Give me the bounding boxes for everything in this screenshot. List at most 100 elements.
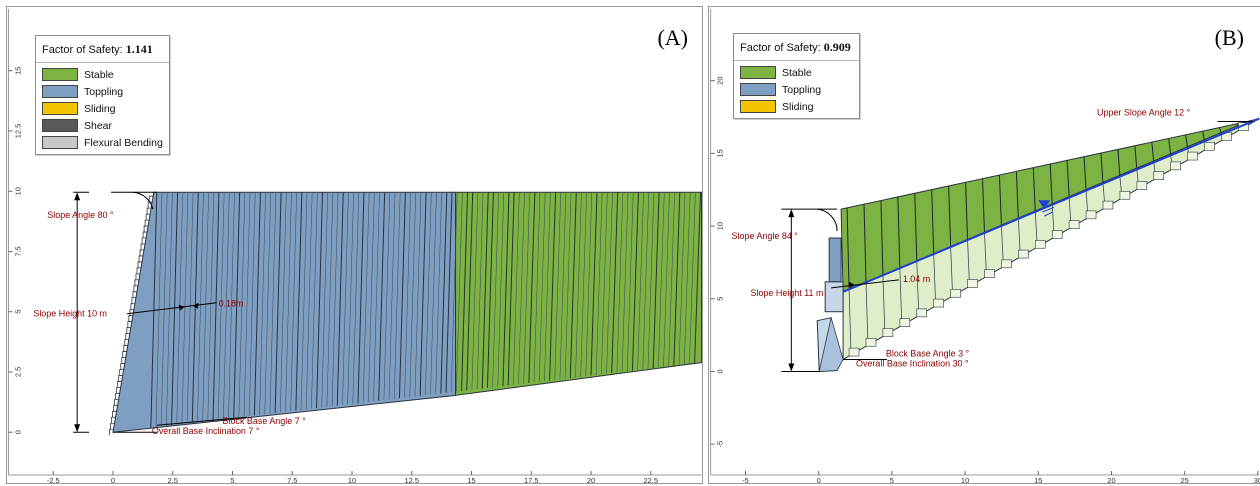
y-tick-label: 15 [13,67,22,75]
block-boundary [642,192,650,370]
legend-item-label: Sliding [782,100,814,113]
block-boundary [916,261,920,316]
block-boundary [637,192,644,371]
panel-label: (A) [657,25,688,50]
block-boundary [445,192,453,393]
x-tick-label: 10 [961,476,969,483]
x-tick-label: 5 [890,476,894,483]
block-boundary [357,192,365,404]
base-step [1018,249,1029,259]
block-boundary [388,192,396,400]
block-boundary [569,192,577,379]
toe-block [824,281,844,313]
water-table-mark [1044,211,1053,217]
block-boundary [1185,134,1189,149]
legend-item-sliding: Sliding [36,100,169,117]
slope-face-steps [109,195,154,436]
block-boundary [280,192,287,413]
face-step [124,339,129,346]
overall-base-label: Overall Base Inclination 30 ° [856,358,969,368]
overall-base-label: Overall Base Inclination 7 ° [152,426,260,436]
face-step [121,357,126,364]
panel-a-canvas: 0 2.5 5 7.5 10 12.5 15 -2.5 0 2.5 5 7.5 10 12.5 15 17.… [7,8,702,483]
block-boundary [269,192,277,414]
block-boundary [914,193,918,262]
block-boundary [528,192,536,383]
legend-item-sliding: Sliding [734,98,859,115]
face-step [115,392,120,400]
y-tick-label: 10 [13,187,22,195]
block-boundary [507,192,515,386]
block-boundary [544,192,551,382]
block-boundary [223,192,230,420]
block-boundary [486,192,494,388]
block-boundary [880,200,884,276]
face-step [112,410,117,418]
legend-item-label: Stable [84,68,114,81]
block-boundary [425,192,432,396]
face-step [146,207,152,215]
block-boundary [523,192,530,384]
legend-item-toppling: Toppling [36,83,169,100]
block-boundary [393,192,401,399]
face-step [147,201,153,209]
x-tick-label: 22.5 [643,476,658,483]
face-step [118,375,123,382]
arrow-right-icon [178,304,185,311]
base-step [933,298,944,308]
face-step [113,404,118,412]
face-step [138,255,144,262]
block-boundary [897,196,901,269]
face-step [141,237,147,245]
block-boundary [533,192,541,383]
block-boundary [398,192,406,399]
y-tick-label: 0 [716,369,725,373]
arrow-down-icon [788,363,795,372]
block-boundary [1015,171,1019,219]
x-tick-label: -2.5 [47,476,60,483]
block-boundary [471,192,479,390]
base-step [865,337,877,347]
block-boundary [965,182,969,241]
y-tick-label: 5 [13,310,22,314]
base-step [1102,200,1114,210]
base-step [950,288,961,298]
block-boundary [191,192,199,423]
block-boundary [233,192,241,418]
block-boundary [295,192,303,411]
stable-swatch [740,66,776,79]
base-step [1187,151,1198,161]
legend: Factor of Safety: 1.141 Stable Toppling … [35,35,170,155]
base-step [882,328,894,337]
base-steps [848,122,1249,357]
block-boundary [631,192,639,371]
block-boundary [1168,138,1172,156]
slope-angle-label: Slope Angle 84 ° [732,231,799,241]
block-boundary [513,192,520,385]
panel-b: -5 0 5 10 15 20 -5 0 5 10 15 20 25 30 Upper Slope An… [708,6,1260,484]
legend-item-label: Stable [782,66,812,79]
block-boundary [626,192,634,372]
arrow-up-icon [788,209,795,218]
block-boundary [673,192,681,366]
block-boundary [575,192,582,378]
face-step [134,279,139,286]
arrow-up-icon [74,192,81,201]
block-boundary [419,192,427,396]
block-boundary [368,192,375,402]
water-table-icon [1038,200,1051,210]
block-boundary [502,192,510,387]
block-boundary [274,192,282,414]
toppling-block [828,237,842,283]
fos-value: 0.909 [823,40,851,54]
block-boundary [984,232,987,277]
panel-a: 0 2.5 5 7.5 10 12.5 15 -2.5 0 2.5 5 7.5 10 12.5 15 17.… [6,6,703,484]
block-boundary [259,192,266,415]
y-tick-label: 5 [716,297,725,301]
y-tick-label: 15 [716,149,725,157]
face-step [114,398,119,406]
block-boundary [316,192,324,409]
base-step [1085,210,1097,220]
legend-item-toppling: Toppling [734,81,859,98]
face-step [109,428,114,436]
